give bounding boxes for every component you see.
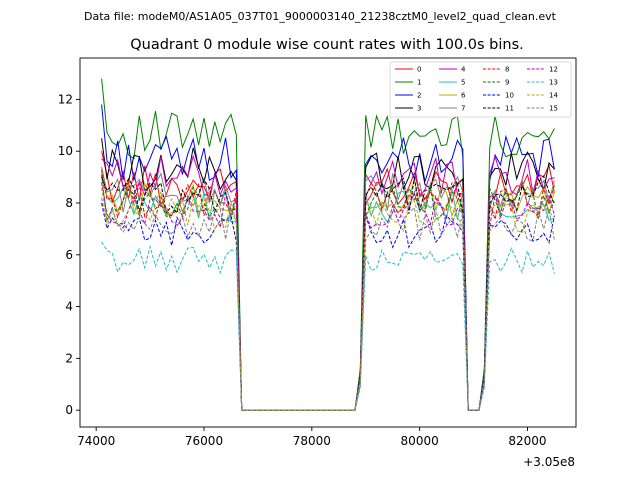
y-tick-label: 8	[65, 196, 73, 210]
legend-label-8: 8	[505, 66, 509, 74]
x-tick-label: 82000	[508, 434, 546, 448]
legend-label-6: 6	[461, 92, 466, 100]
chart-title: Quadrant 0 module wise count rates with …	[130, 37, 524, 53]
y-tick-label: 2	[65, 351, 73, 365]
x-tick-label: 80000	[401, 434, 439, 448]
legend-label-5: 5	[461, 79, 465, 87]
series-line-14	[101, 187, 555, 411]
series-line-4	[101, 154, 555, 411]
series-line-1	[101, 78, 555, 411]
y-tick-label: 0	[65, 403, 73, 417]
x-offset-label: +3.05e8	[523, 455, 575, 469]
x-tick-label: 74000	[77, 434, 115, 448]
series-line-2	[101, 104, 555, 411]
y-tick-label: 12	[58, 92, 73, 106]
x-tick-label: 78000	[293, 434, 331, 448]
y-tick-label: 4	[65, 300, 73, 314]
legend-label-0: 0	[417, 66, 421, 74]
legend-label-2: 2	[417, 92, 421, 100]
series-layer	[101, 78, 555, 411]
legend-label-14: 14	[549, 92, 558, 100]
legend-label-7: 7	[461, 105, 465, 113]
suptitle: Data file: modeM0/AS1A05_037T01_90000031…	[84, 10, 557, 23]
x-tick-label: 76000	[185, 434, 223, 448]
legend-label-10: 10	[505, 92, 514, 100]
legend-box	[389, 61, 572, 118]
y-tick-label: 6	[65, 248, 73, 262]
legend-label-1: 1	[417, 79, 421, 87]
legend-label-4: 4	[461, 66, 466, 74]
y-tick-label: 10	[58, 144, 73, 158]
legend-label-12: 12	[549, 66, 558, 74]
legend-label-9: 9	[505, 79, 509, 87]
legend-label-11: 11	[505, 105, 514, 113]
series-line-11	[101, 175, 555, 411]
plot-frame	[79, 57, 577, 428]
legend-label-15: 15	[549, 105, 558, 113]
legend-label-13: 13	[549, 79, 558, 87]
series-line-15	[101, 197, 555, 411]
legend-label-3: 3	[417, 105, 421, 113]
